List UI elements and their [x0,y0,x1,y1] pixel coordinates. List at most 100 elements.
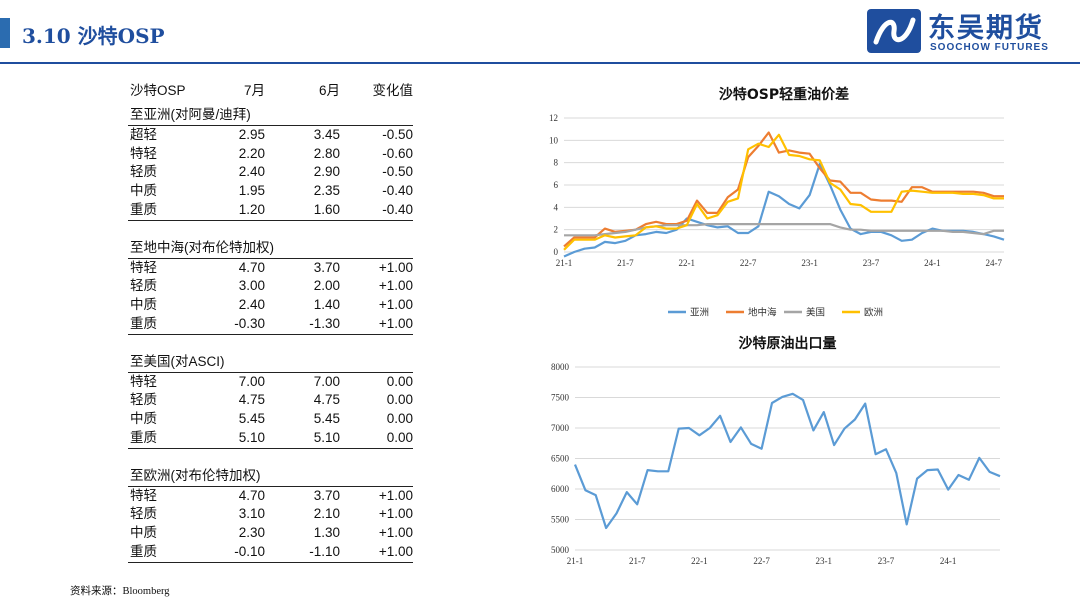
y-tick-label: 5500 [551,515,570,525]
table-cell: 轻质 [130,278,157,294]
table-cell: 0.00 [386,411,413,427]
x-tick-label: 21-1 [556,258,573,268]
table-cell: 0.00 [386,373,413,389]
table-cell: 3.10 [238,506,265,522]
table-cell: 2.30 [238,525,265,541]
table-cell: 超轻 [130,126,157,142]
section-header-row: 至亚洲(对阿曼/迪拜) [128,106,413,126]
table-cell: 2.40 [238,297,265,313]
table-cell: 7.00 [238,373,265,389]
x-tick-label: 22-1 [679,258,696,268]
table-cell: 重质 [128,200,223,221]
table-row: 重质 -0.30 -1.30 +1.00 [128,314,413,335]
table-row: 特轻 7.00 7.00 0.00 [128,372,413,391]
table-row: 中质 2.40 1.40 +1.00 [128,296,413,315]
table-row: 中质 1.95 2.35 -0.40 [128,182,413,201]
table-cell: 轻质 [130,392,157,408]
table-cell: 特轻 [130,259,157,275]
section-spacer [128,334,413,353]
table-row: 超轻 2.95 3.45 -0.50 [128,125,413,144]
table-cell: 中质 [130,525,157,541]
logo-english-name: SOOCHOW FUTURES [930,42,1049,53]
y-tick-label: 6000 [551,484,570,494]
x-tick-label: 24-7 [986,258,1003,268]
table-row: 特轻 4.70 3.70 +1.00 [128,258,413,277]
x-tick-label: 22-7 [753,556,770,566]
table-header-row: 沙特OSP 7月 6月 变化值 [128,76,413,106]
legend-label: 欧洲 [864,307,883,319]
table-cell: 4.70 [238,259,265,275]
table-cell: 2.90 [313,164,340,180]
table-cell: 2.00 [313,278,340,294]
series-line [564,223,1004,237]
x-tick-label: 23-1 [801,258,818,268]
x-tick-label: 23-1 [816,556,833,566]
x-tick-label: 21-1 [567,556,584,566]
legend-label: 美国 [806,307,825,319]
x-tick-label: 22-1 [691,556,708,566]
table-cell: 4.75 [313,392,340,408]
y-tick-label: 7500 [551,393,570,403]
column-header: 6月 [318,83,340,98]
table-cell: -0.60 [382,145,413,161]
logo-chinese-name: 东吴期货 [928,13,1044,44]
table-cell: 5.45 [313,411,340,427]
table-cell: 0.00 [340,428,413,449]
chart-title: 沙特OSP轻重油价差 [719,86,849,103]
table-cell: 2.80 [313,145,340,161]
x-tick-label: 21-7 [617,258,634,268]
y-tick-label: 2 [554,225,559,235]
table-cell: +1.00 [378,297,413,313]
osp-table: 沙特OSP 7月 6月 变化值 至亚洲(对阿曼/迪拜) 超轻 2.95 3.45 -0.50 特轻… [128,76,413,563]
soochow-logo-icon [867,9,921,53]
y-tick-label: 8 [554,158,559,168]
table-row: 轻质 3.00 2.00 +1.00 [128,277,413,296]
table-row: 重质 5.10 5.10 0.00 [128,428,413,449]
table-cell: 5.10 [223,428,265,449]
osp-spread-chart: 沙特OSP轻重油价差 0 2 4 6 8 10 12 21-1 21-7 22-1 22-7 23-1 2… [549,86,1005,319]
y-tick-label: 6500 [551,454,570,464]
table-cell: 重质 [128,542,223,563]
table-cell: +1.00 [378,487,413,503]
y-tick-label: 0 [554,247,559,257]
table-cell: 2.95 [238,126,265,142]
section-title: 至亚洲(对阿曼/迪拜) [128,106,413,126]
table-row: 重质 -0.10 -1.10 +1.00 [128,542,413,563]
crude-export-chart: 沙特原油出口量 5000 5500 6000 6500 7000 7500 8000 21-1 2… [551,335,1001,566]
table-cell: 3.70 [313,487,340,503]
column-header: 沙特OSP [130,83,186,98]
table-cell: 中质 [130,411,157,427]
table-cell: 重质 [128,428,223,449]
header: 3.10 沙特OSP 东吴期货 SOOCHOW FUTURES [0,0,1080,66]
x-tick-label: 21-7 [629,556,646,566]
table-cell: 2.20 [238,145,265,161]
section-title: 至欧洲(对布伦特加权) [128,466,413,487]
osp-table-body: 沙特OSP 7月 6月 变化值 至亚洲(对阿曼/迪拜) 超轻 2.95 3.45 -0.50 特轻… [128,76,413,563]
table-cell: 中质 [130,183,157,199]
y-tick-label: 8000 [551,362,570,372]
table-cell: +1.00 [340,314,413,335]
table-cell: -0.50 [382,164,413,180]
table-cell: 重质 [128,314,223,335]
table-cell: 5.10 [265,428,340,449]
legend-label: 亚洲 [690,308,709,319]
table-row: 中质 2.30 1.30 +1.00 [128,524,413,543]
table-cell: 1.40 [313,297,340,313]
table-cell: -0.30 [223,314,265,335]
section-header-row: 至地中海(对布伦特加权) [128,238,413,259]
y-tick-label: 10 [549,135,559,145]
table-cell: 轻质 [130,164,157,180]
table-cell: +1.00 [378,259,413,275]
table-row: 特轻 2.20 2.80 -0.60 [128,145,413,164]
table-cell: 5.45 [238,411,265,427]
series-line [573,392,1001,530]
table-cell: 1.30 [313,525,340,541]
table-cell: -0.10 [223,542,265,563]
table-cell: 2.40 [238,164,265,180]
table-cell: 3.70 [313,259,340,275]
legend-label: 地中海 [748,307,777,319]
table-row: 中质 5.45 5.45 0.00 [128,410,413,429]
table-cell: 特轻 [130,373,157,389]
section-spacer [128,220,413,239]
x-tick-label: 24-1 [940,556,957,566]
